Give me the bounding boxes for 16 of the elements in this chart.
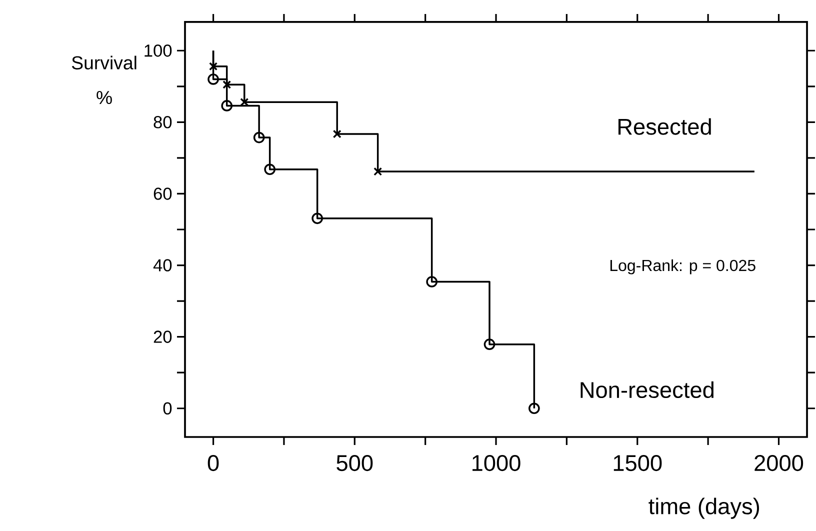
series-label: Non-resected bbox=[580, 381, 714, 398]
y-tick-label: 60 bbox=[154, 188, 172, 200]
x-tick-label: 2000 bbox=[754, 455, 804, 472]
y-tick-label: 20 bbox=[154, 330, 172, 343]
x-axis-title: time (days) bbox=[648, 498, 759, 519]
x-tick-label: 1000 bbox=[472, 455, 520, 472]
x-tick-label: 0 bbox=[208, 455, 219, 472]
x-tick-label: 1500 bbox=[614, 455, 662, 472]
series-label: Resected bbox=[618, 118, 711, 135]
y-tick-label: 80 bbox=[154, 116, 172, 128]
annotation: Log-Rank: p = 0.025 bbox=[610, 259, 756, 274]
y-tick-label: 40 bbox=[153, 259, 172, 272]
x-tick-label: 500 bbox=[336, 455, 373, 472]
y-tick-label: 0 bbox=[163, 402, 172, 415]
y-tick-label: 100 bbox=[144, 44, 172, 57]
y-axis-title: Survival % bbox=[72, 56, 136, 104]
